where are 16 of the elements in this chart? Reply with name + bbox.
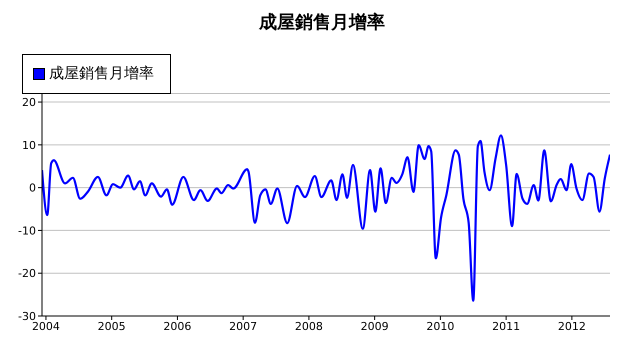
x-tick-label: 2005: [98, 320, 126, 333]
x-tick-label: 2011: [492, 320, 520, 333]
y-tick-label: 0: [29, 182, 36, 195]
x-tick-label: 2010: [426, 320, 454, 333]
x-tick-label: 2007: [229, 320, 258, 333]
chart-title: 成屋銷售月增率: [258, 11, 386, 35]
x-tick-label: 2006: [163, 320, 192, 333]
y-tick-label: 10: [22, 138, 36, 152]
y-tick-label: -10: [18, 224, 36, 238]
x-tick-label: 2009: [360, 320, 389, 333]
y-tick-label: 20: [22, 96, 36, 109]
line-series: [42, 134, 610, 302]
legend-label: 成屋銷售月增率: [48, 64, 154, 83]
x-tick-label: 2008: [294, 320, 323, 333]
y-tick-label: -20: [18, 267, 36, 280]
x-tick-label: 2012: [558, 320, 586, 333]
